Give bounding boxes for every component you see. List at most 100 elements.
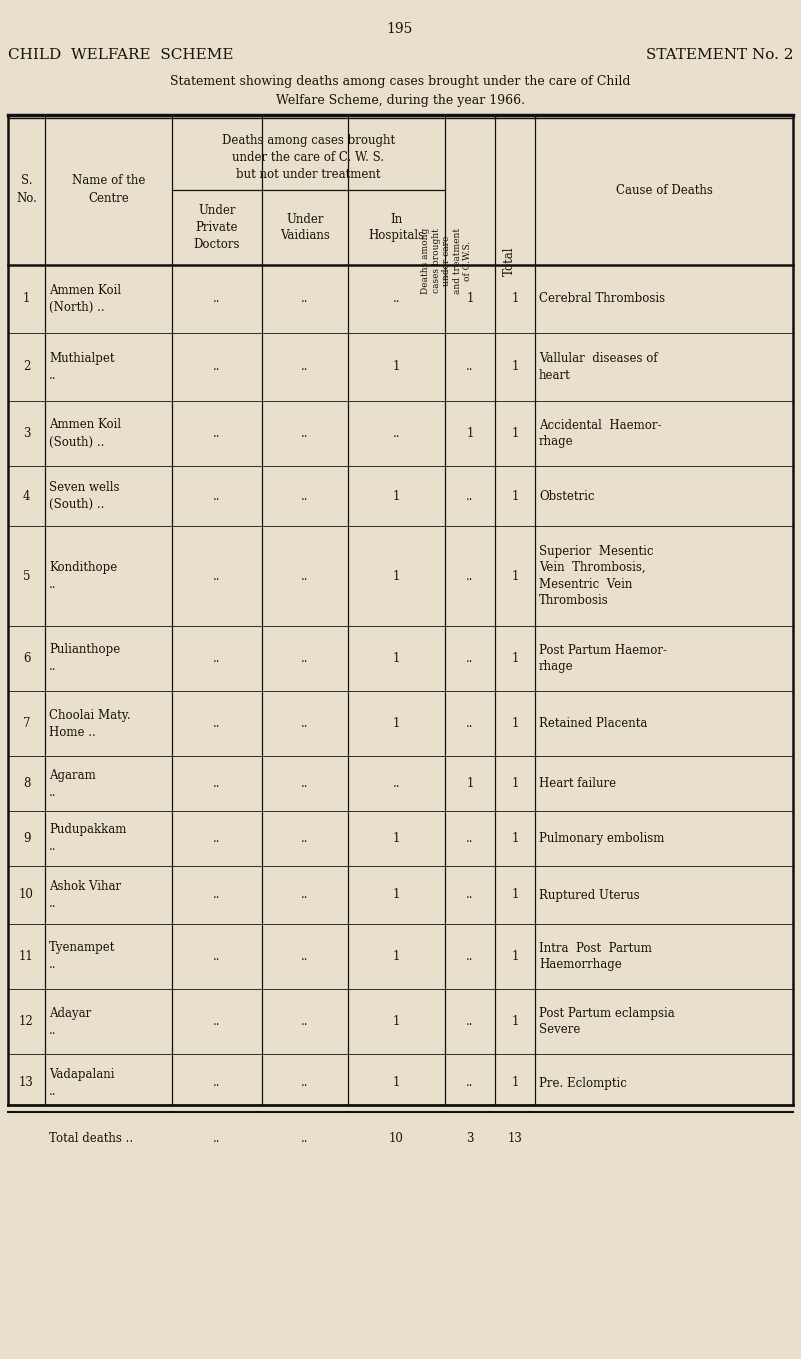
Text: ..: ..: [213, 777, 221, 790]
Text: ..: ..: [301, 777, 308, 790]
Text: 10: 10: [389, 1132, 404, 1144]
Text: 2: 2: [22, 360, 30, 374]
Text: ..: ..: [301, 718, 308, 730]
Text: ..: ..: [301, 489, 308, 503]
Text: ..: ..: [301, 889, 308, 901]
Text: ..: ..: [301, 1076, 308, 1090]
Text: Retained Placenta: Retained Placenta: [539, 718, 647, 730]
Text: ..: ..: [466, 718, 473, 730]
Text: ..: ..: [466, 360, 473, 374]
Text: ..: ..: [466, 652, 473, 665]
Text: Agaram
..: Agaram ..: [49, 768, 96, 799]
Text: ..: ..: [301, 360, 308, 374]
Text: 13: 13: [508, 1132, 522, 1144]
Text: ..: ..: [392, 292, 400, 306]
Text: Tyenampet
..: Tyenampet ..: [49, 942, 115, 972]
Text: 6: 6: [22, 652, 30, 665]
Text: 1: 1: [466, 427, 473, 440]
Text: 1: 1: [392, 832, 400, 845]
Text: Under
Private
Doctors: Under Private Doctors: [194, 204, 240, 250]
Text: CHILD  WELFARE  SCHEME: CHILD WELFARE SCHEME: [8, 48, 234, 63]
Text: Choolai Maty.
Home ..: Choolai Maty. Home ..: [49, 708, 131, 738]
Text: Total deaths ..: Total deaths ..: [49, 1132, 133, 1144]
Text: ..: ..: [213, 427, 221, 440]
Text: Vadapalani
..: Vadapalani ..: [49, 1068, 115, 1098]
Text: Name of the
Centre: Name of the Centre: [72, 174, 145, 205]
Text: Ammen Koil
(South) ..: Ammen Koil (South) ..: [49, 419, 121, 448]
Text: ..: ..: [466, 1076, 473, 1090]
Text: 13: 13: [19, 1076, 34, 1090]
Text: 1: 1: [511, 360, 519, 374]
Text: 1: 1: [511, 1076, 519, 1090]
Text: 10: 10: [19, 889, 34, 901]
Text: Superior  Mesentic
Vein  Thrombosis,
Mesentric  Vein
Thrombosis: Superior Mesentic Vein Thrombosis, Mesen…: [539, 545, 654, 607]
Text: 1: 1: [511, 832, 519, 845]
Text: ..: ..: [466, 1015, 473, 1027]
Text: Adayar
..: Adayar ..: [49, 1007, 91, 1037]
Text: ..: ..: [392, 427, 400, 440]
Text: ..: ..: [301, 292, 308, 306]
Text: ..: ..: [213, 569, 221, 583]
Text: 5: 5: [22, 569, 30, 583]
Text: S.
No.: S. No.: [16, 174, 37, 205]
Text: Ruptured Uterus: Ruptured Uterus: [539, 889, 640, 901]
Text: ..: ..: [213, 652, 221, 665]
Text: 1: 1: [392, 489, 400, 503]
Text: ..: ..: [213, 360, 221, 374]
Text: ..: ..: [213, 950, 221, 964]
Text: Total: Total: [503, 246, 516, 276]
Text: 1: 1: [511, 777, 519, 790]
Text: Seven wells
(South) ..: Seven wells (South) ..: [49, 481, 119, 511]
Text: ..: ..: [213, 718, 221, 730]
Text: 1: 1: [511, 889, 519, 901]
Text: 1: 1: [511, 292, 519, 306]
Text: 1: 1: [511, 950, 519, 964]
Text: 1: 1: [392, 889, 400, 901]
Text: ..: ..: [301, 1015, 308, 1027]
Text: Pudupakkam
..: Pudupakkam ..: [49, 824, 127, 853]
Text: 4: 4: [22, 489, 30, 503]
Text: ..: ..: [301, 427, 308, 440]
Text: 3: 3: [466, 1132, 473, 1144]
Text: Ashok Vihar
..: Ashok Vihar ..: [49, 881, 121, 911]
Text: 1: 1: [511, 427, 519, 440]
Text: ..: ..: [466, 889, 473, 901]
Text: Obstetric: Obstetric: [539, 489, 594, 503]
Text: Kondithope
..: Kondithope ..: [49, 561, 117, 591]
Text: 195: 195: [387, 22, 413, 35]
Text: STATEMENT No. 2: STATEMENT No. 2: [646, 48, 793, 63]
Text: Ammen Koil
(North) ..: Ammen Koil (North) ..: [49, 284, 121, 314]
Text: 9: 9: [22, 832, 30, 845]
Text: Pulmonary embolism: Pulmonary embolism: [539, 832, 664, 845]
Text: ..: ..: [466, 832, 473, 845]
Text: ..: ..: [213, 1076, 221, 1090]
Text: 1: 1: [392, 360, 400, 374]
Text: 1: 1: [511, 652, 519, 665]
Text: Post Partum Haemor-
rhage: Post Partum Haemor- rhage: [539, 644, 667, 673]
Text: Deaths among cases brought
under the care of C. W. S.
but not under treatment: Deaths among cases brought under the car…: [222, 135, 395, 181]
Text: 3: 3: [22, 427, 30, 440]
Text: Pre. Eclomptic: Pre. Eclomptic: [539, 1076, 627, 1090]
Text: 1: 1: [392, 718, 400, 730]
Text: ..: ..: [466, 950, 473, 964]
Text: 11: 11: [19, 950, 34, 964]
Text: Intra  Post  Partum
Haemorrhage: Intra Post Partum Haemorrhage: [539, 942, 652, 972]
Text: 1: 1: [511, 718, 519, 730]
Text: 1: 1: [466, 292, 473, 306]
Text: Pulianthope
..: Pulianthope ..: [49, 644, 120, 674]
Text: 1: 1: [511, 1015, 519, 1027]
Text: ..: ..: [213, 292, 221, 306]
Text: Cause of Deaths: Cause of Deaths: [615, 183, 712, 197]
Text: In
Hospitals: In Hospitals: [368, 213, 425, 242]
Text: 1: 1: [392, 652, 400, 665]
Text: ..: ..: [301, 1132, 308, 1144]
Text: ..: ..: [213, 489, 221, 503]
Text: 12: 12: [19, 1015, 34, 1027]
Text: 8: 8: [22, 777, 30, 790]
Text: Deaths among
cases brought
under care
and treatment
of C.W.S.: Deaths among cases brought under care an…: [421, 228, 472, 294]
Text: 1: 1: [511, 569, 519, 583]
Text: 1: 1: [392, 1015, 400, 1027]
Text: 1: 1: [22, 292, 30, 306]
Text: ..: ..: [301, 950, 308, 964]
Text: ..: ..: [301, 569, 308, 583]
